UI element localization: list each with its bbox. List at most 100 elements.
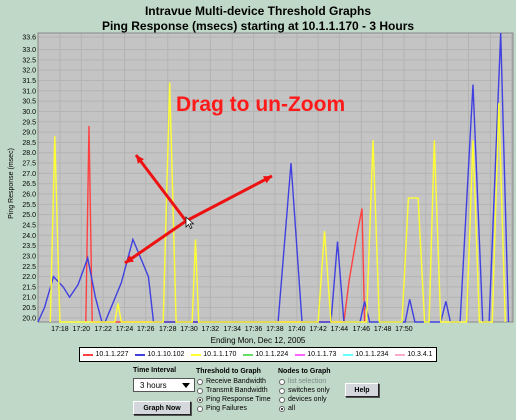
legend-item: 10.3.4.1 [395, 351, 433, 358]
x-tick-label: 17:20 [72, 326, 90, 333]
radio-option[interactable]: devices only [279, 396, 327, 403]
legend-item: 10.1.1.170 [191, 351, 236, 358]
radio-selected-icon[interactable] [197, 396, 203, 403]
x-tick-label: 17:38 [266, 326, 284, 333]
annotation-arrow-head [125, 255, 134, 263]
legend-item: 10.1.1.73 [295, 351, 336, 358]
unzoom-annotation: Drag to un-Zoom [176, 93, 346, 116]
y-tick-label: 29.5 [22, 119, 36, 126]
x-tick-label: 17:46 [353, 326, 371, 333]
annotation-arrow-head [263, 176, 272, 184]
radio-label: devices only [288, 396, 327, 403]
radio-selected-icon[interactable] [279, 405, 285, 412]
radio-option[interactable]: switches only [279, 387, 330, 394]
x-tick-label: 17:36 [245, 326, 263, 333]
legend-swatch [135, 353, 146, 356]
x-tick-label: 17:48 [374, 326, 392, 333]
y-tick-label: 33.0 [22, 47, 36, 54]
y-tick-label: 23.0 [22, 253, 36, 260]
radio-option[interactable]: Ping Failures [197, 405, 247, 412]
x-tick-label: 17:44 [331, 326, 349, 333]
x-tick-label: 17:18 [51, 326, 69, 333]
y-tick-label: 23.5 [22, 243, 36, 250]
y-tick-label: 26.5 [22, 181, 36, 188]
y-tick-label: 28.0 [22, 150, 36, 157]
radio-label: Receive Bandwidth [206, 378, 266, 385]
x-tick-label: 17:34 [223, 326, 241, 333]
legend-swatch [343, 353, 354, 356]
legend-label: 10.1.10.102 [147, 351, 185, 358]
nodes-label: Nodes to Graph [278, 368, 331, 375]
y-tick-label: 21.5 [22, 284, 36, 291]
y-tick-label: 31.5 [22, 78, 36, 85]
radio-label: switches only [288, 387, 330, 394]
y-tick-label: 28.5 [22, 140, 36, 147]
radio-unselected-icon[interactable] [279, 396, 285, 403]
radio-unselected-icon[interactable] [197, 387, 203, 394]
chart-title: Intravue Multi-device Threshold Graphs [144, 4, 372, 18]
chart-subtitle: Ping Response (msecs) starting at 10.1.1… [101, 19, 415, 33]
radio-option[interactable]: list selection [279, 378, 326, 385]
radio-option[interactable]: Receive Bandwidth [197, 378, 266, 385]
legend-swatch [83, 353, 94, 356]
time-interval-value: 3 hours [140, 380, 167, 390]
y-tick-label: 32.5 [22, 57, 36, 64]
x-tick-label: 17:26 [137, 326, 155, 333]
time-interval-select[interactable]: 3 hours [133, 378, 195, 392]
graph-now-button[interactable]: Graph Now [133, 401, 191, 415]
legend-item: 10.1.1.224 [243, 351, 288, 358]
y-tick-label: 20.5 [22, 305, 36, 312]
mouse-cursor-icon [185, 216, 195, 229]
legend-label: 10.1.1.73 [307, 351, 337, 358]
x-tick-label: 17:30 [180, 326, 198, 333]
legend-label: 10.1.1.234 [355, 351, 389, 358]
series-line-10-1-1-227 [85, 125, 366, 323]
radio-option[interactable]: all [279, 405, 295, 412]
y-tick-label: 30.5 [22, 99, 36, 106]
legend-swatch [395, 353, 406, 356]
radio-unselected-icon[interactable] [197, 405, 203, 412]
y-axis-label: Ping Response (msec) [7, 148, 15, 219]
time-interval-label: Time Interval [133, 367, 177, 374]
legend: 10.1.1.227 10.1.10.102 10.1.1.170 10.1.1.22… [79, 347, 437, 362]
radio-option[interactable]: Ping Response Time [197, 396, 271, 403]
x-tick-label: 17:22 [94, 326, 112, 333]
annotation-arrow-head [136, 155, 144, 164]
y-tick-label: 29.0 [22, 130, 36, 137]
legend-label: 10.3.4.1 [407, 351, 433, 358]
legend-swatch [243, 353, 254, 356]
legend-swatch [191, 353, 202, 356]
plot-area [38, 33, 513, 322]
radio-label: Ping Response Time [206, 396, 271, 403]
radio-option[interactable]: Transmit Bandwidth [197, 387, 268, 394]
y-tick-label: 24.5 [22, 222, 36, 229]
legend-label: 10.1.1.227 [95, 351, 129, 358]
x-tick-label: 17:50 [395, 326, 413, 333]
y-tick-label: 31.0 [22, 88, 36, 95]
radio-unselected-icon[interactable] [279, 378, 285, 385]
y-tick-label: 25.0 [22, 212, 36, 219]
radio-unselected-icon[interactable] [279, 387, 285, 394]
x-tick-label: 17:24 [116, 326, 134, 333]
y-tick-label: 30.0 [22, 109, 36, 116]
radio-label: Ping Failures [206, 405, 247, 412]
x-tick-label: 17:28 [159, 326, 177, 333]
threshold-label: Threshold to Graph [196, 368, 261, 375]
help-button[interactable]: Help [345, 383, 379, 397]
y-tick-label: 20.0 [22, 315, 36, 322]
x-tick-label: 17:40 [288, 326, 306, 333]
dropdown-arrow-icon [182, 383, 190, 388]
radio-label: Transmit Bandwidth [206, 387, 268, 394]
radio-unselected-icon[interactable] [197, 378, 203, 385]
x-tick-label: 17:32 [202, 326, 220, 333]
y-tick-label: 24.0 [22, 233, 36, 240]
legend-label: 10.1.1.170 [203, 351, 237, 358]
legend-item: 10.1.10.102 [135, 351, 184, 358]
radio-label: list selection [288, 378, 327, 385]
chart-svg[interactable]: 33.6 33.0 32.5 32.0 31.5 31.0 30.5 30.0 29.5 29.0… [0, 0, 516, 345]
y-tick-label: 22.5 [22, 264, 36, 271]
y-tick-label: 33.6 [22, 35, 36, 42]
annotation-arrow-shaft [185, 174, 273, 223]
x-axis-caption: Ending Mon, Dec 12, 2005 [210, 336, 306, 345]
y-tick-label: 22.0 [22, 274, 36, 281]
